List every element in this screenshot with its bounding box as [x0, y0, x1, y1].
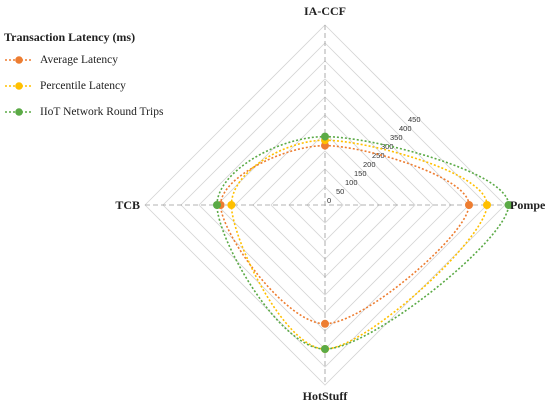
- series-point: [213, 201, 221, 209]
- series-line-2: [216, 135, 510, 350]
- series-point: [321, 132, 329, 141]
- axis-label: HotStuff: [303, 389, 349, 403]
- legend-swatch-percentile-latency: [5, 82, 33, 90]
- axis-label: TCB: [115, 198, 140, 212]
- axis-label: IA-CCF: [304, 4, 346, 18]
- axis-labels: IA-CCF Pompe HotStuff TCB: [115, 4, 546, 403]
- tick-label: 100: [345, 178, 358, 187]
- tick-label: 0: [327, 196, 331, 205]
- tick-label: 400: [399, 124, 412, 133]
- legend: Transaction Latency (ms) Average Latency…: [4, 30, 204, 131]
- tick-label: 200: [363, 160, 376, 169]
- series-point: [321, 345, 329, 353]
- series-point: [483, 201, 491, 209]
- grid-ring: [306, 186, 344, 224]
- grid-ring: [144, 24, 506, 386]
- legend-label: IIoT Network Round Trips: [40, 106, 164, 118]
- legend-item-average-latency: Average Latency: [4, 53, 204, 67]
- grid-ring: [162, 42, 488, 368]
- legend-label: Average Latency: [40, 54, 119, 66]
- series-point: [504, 201, 513, 209]
- tick-label: 350: [390, 133, 403, 142]
- series-point: [227, 201, 236, 209]
- tick-label: 450: [408, 115, 421, 124]
- tick-label: 250: [372, 151, 385, 160]
- series-point: [465, 201, 473, 209]
- grid-ring: [234, 114, 416, 296]
- legend-item-percentile-latency: Percentile Latency: [4, 79, 204, 93]
- axis-label: Pompe: [510, 198, 546, 212]
- legend-swatch-iiot-round-trips: [5, 108, 33, 116]
- tick-label: 150: [354, 169, 367, 178]
- series-point: [321, 319, 329, 328]
- radar-series: [213, 132, 513, 353]
- tick-label: 50: [336, 187, 344, 196]
- series-line-1: [230, 139, 488, 350]
- tick-label: 300: [381, 142, 394, 151]
- legend-label: Percentile Latency: [40, 80, 126, 92]
- legend-swatch-average-latency: [5, 56, 33, 64]
- legend-item-iiot-round-trips: IIoT Network Round Trips: [4, 105, 204, 119]
- series-line-0: [219, 144, 470, 325]
- chart-title: Transaction Latency (ms): [4, 30, 136, 44]
